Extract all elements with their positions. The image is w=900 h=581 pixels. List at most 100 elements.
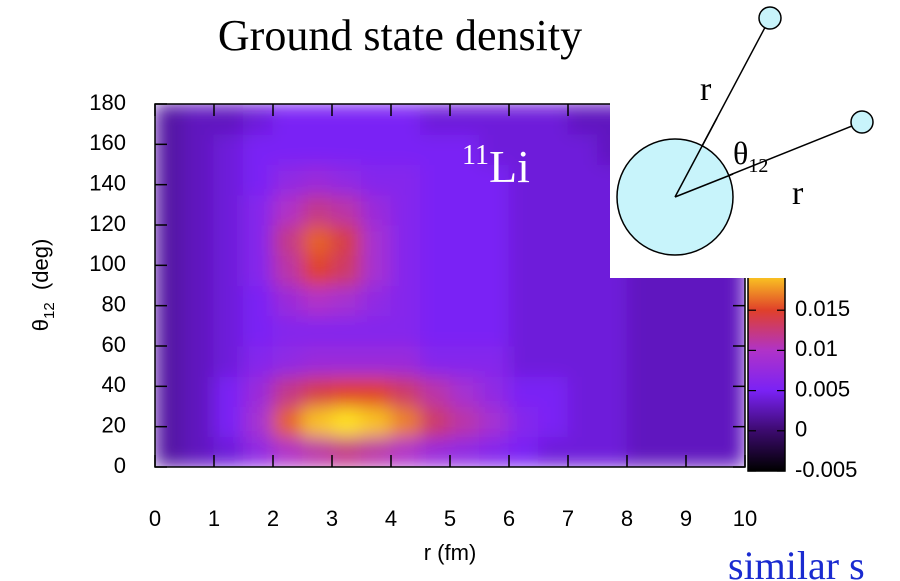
heat-cell <box>656 406 687 438</box>
heat-cell <box>597 345 628 377</box>
heat-cell <box>449 345 480 377</box>
heat-cell <box>155 375 185 407</box>
heat-cell <box>331 104 362 135</box>
heat-cell <box>449 194 480 226</box>
heat-cell <box>656 315 687 347</box>
heat-cell <box>685 285 716 317</box>
heat-cell <box>390 345 421 377</box>
heat-cell <box>184 164 215 196</box>
x-tick-label: 2 <box>267 506 279 531</box>
heat-cell <box>361 345 392 377</box>
heat-cell <box>479 345 510 377</box>
heat-cell <box>302 375 333 407</box>
neutron-circle <box>758 6 782 30</box>
heat-cell <box>361 315 392 347</box>
heat-cell <box>331 406 362 438</box>
heat-cell <box>449 406 480 438</box>
heat-cell <box>390 406 421 438</box>
colorbar-tick-label: 0.015 <box>795 296 850 321</box>
heat-cell <box>626 285 657 317</box>
heat-cell <box>243 375 274 407</box>
heat-cell <box>184 406 215 438</box>
x-tick-label: 8 <box>621 506 633 531</box>
heat-cell <box>479 375 510 407</box>
heat-cell <box>567 164 598 196</box>
heat-cell <box>508 104 539 135</box>
heat-cell <box>243 194 274 226</box>
heat-cell <box>361 285 392 317</box>
y-label-unit-text: (deg) <box>28 239 53 290</box>
annotation-text: Li <box>489 141 530 192</box>
heat-cell <box>685 345 716 377</box>
x-tick-label: 3 <box>326 506 338 531</box>
heat-cell <box>656 436 687 467</box>
heat-cell <box>626 436 657 467</box>
heat-cell <box>479 133 510 165</box>
heat-cell <box>243 254 274 286</box>
colorbar <box>747 269 786 472</box>
heat-cell <box>508 315 539 347</box>
heat-cell <box>331 224 362 256</box>
heat-cell <box>567 345 598 377</box>
x-axis-label: r (fm) <box>424 540 477 565</box>
heat-cell <box>213 164 244 196</box>
heat-cell <box>272 315 303 347</box>
y-tick-label: 60 <box>102 332 126 357</box>
y-tick-label: 100 <box>89 251 126 276</box>
heat-cell <box>715 285 745 317</box>
heat-cell <box>420 104 451 135</box>
heat-cell <box>449 315 480 347</box>
heat-cell <box>331 164 362 196</box>
heat-cell <box>479 436 510 467</box>
heat-cell <box>538 254 569 286</box>
heat-cell <box>302 406 333 438</box>
y-label-unit <box>28 290 53 302</box>
heat-cell <box>361 194 392 226</box>
y-tick-label: 120 <box>89 211 126 236</box>
heat-cell <box>213 254 244 286</box>
inset-label-r: r <box>700 71 712 108</box>
heat-cell <box>361 104 392 135</box>
heat-cell <box>184 315 215 347</box>
heat-cell <box>331 133 362 165</box>
heat-cell <box>243 285 274 317</box>
heat-cell <box>243 436 274 467</box>
annotation: 11Li <box>462 140 530 192</box>
heat-cell <box>155 194 185 226</box>
heat-cell <box>685 436 716 467</box>
heat-cell <box>390 194 421 226</box>
heat-cell <box>508 375 539 407</box>
heat-cell <box>449 133 480 165</box>
colorbar-tick-label: -0.005 <box>795 457 857 482</box>
chart-title: Ground state density <box>218 11 582 60</box>
heat-cell <box>420 224 451 256</box>
y-tick-label: 140 <box>89 170 126 195</box>
heat-cell <box>715 406 745 438</box>
heat-cell <box>390 254 421 286</box>
heat-cell <box>538 104 569 135</box>
heat-cell <box>213 315 244 347</box>
heat-cell <box>302 194 333 226</box>
heat-cell <box>272 375 303 407</box>
heat-cell <box>626 315 657 347</box>
heat-cell <box>331 194 362 226</box>
heat-cell <box>449 164 480 196</box>
heat-cell <box>302 133 333 165</box>
heat-cell <box>538 285 569 317</box>
y-tick-label: 160 <box>89 130 126 155</box>
heat-cell <box>302 345 333 377</box>
heat-cell <box>508 345 539 377</box>
y-tick-label: 40 <box>102 372 126 397</box>
heat-cell <box>155 315 185 347</box>
heat-cell <box>302 436 333 467</box>
heat-cell <box>479 164 510 196</box>
heat-cell <box>272 194 303 226</box>
heat-cell <box>272 436 303 467</box>
heat-cell <box>508 406 539 438</box>
heat-cell <box>272 133 303 165</box>
heat-cell <box>567 375 598 407</box>
heat-cell <box>567 315 598 347</box>
heat-cell <box>184 194 215 226</box>
x-tick-label: 5 <box>444 506 456 531</box>
